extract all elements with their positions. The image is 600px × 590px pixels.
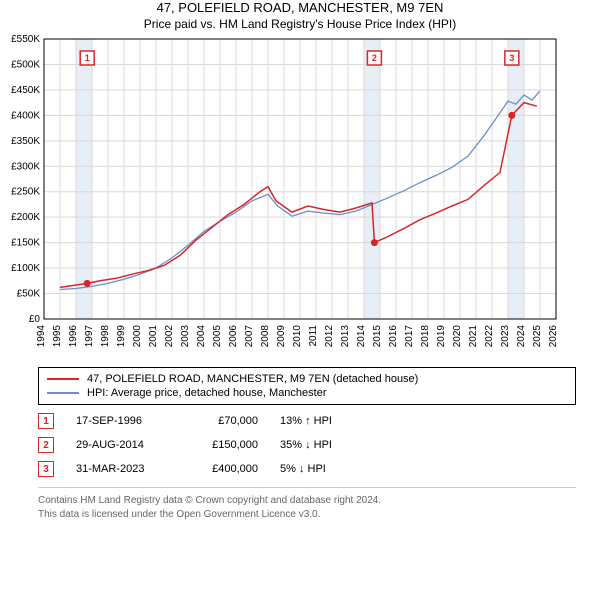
svg-text:1999: 1999 <box>116 325 127 348</box>
footnote: Contains HM Land Registry data © Crown c… <box>38 487 576 522</box>
legend-item: HPI: Average price, detached house, Manc… <box>47 386 567 400</box>
svg-text:2008: 2008 <box>260 325 271 348</box>
svg-text:£50K: £50K <box>17 289 41 300</box>
legend-label: HPI: Average price, detached house, Manc… <box>87 387 327 399</box>
svg-text:£550K: £550K <box>11 34 40 45</box>
svg-text:1: 1 <box>85 53 90 63</box>
svg-text:£200K: £200K <box>11 212 40 223</box>
svg-text:2005: 2005 <box>212 325 223 348</box>
svg-text:£350K: £350K <box>11 136 40 147</box>
svg-text:£450K: £450K <box>11 85 40 96</box>
legend-swatch <box>47 378 79 380</box>
svg-text:2011: 2011 <box>308 325 319 347</box>
transaction-badge: 3 <box>38 461 54 477</box>
svg-text:2021: 2021 <box>468 325 479 348</box>
svg-text:£400K: £400K <box>11 110 40 121</box>
svg-text:2012: 2012 <box>324 325 335 348</box>
transaction-date: 29-AUG-2014 <box>76 439 166 451</box>
svg-text:£300K: £300K <box>11 161 40 172</box>
transaction-badge: 2 <box>38 437 54 453</box>
transaction-price: £70,000 <box>188 415 258 427</box>
svg-text:2025: 2025 <box>532 325 543 348</box>
svg-text:2003: 2003 <box>180 325 191 348</box>
svg-text:2014: 2014 <box>356 325 367 348</box>
svg-text:2016: 2016 <box>388 325 399 348</box>
transaction-price: £400,000 <box>188 463 258 475</box>
legend-label: 47, POLEFIELD ROAD, MANCHESTER, M9 7EN (… <box>87 373 418 385</box>
svg-text:2013: 2013 <box>340 325 351 348</box>
transaction-row: 3 31-MAR-2023 £400,000 5% ↓ HPI <box>38 457 576 481</box>
legend: 47, POLEFIELD ROAD, MANCHESTER, M9 7EN (… <box>38 367 576 405</box>
svg-text:1994: 1994 <box>36 325 47 348</box>
svg-text:£250K: £250K <box>11 187 40 198</box>
chart-area: £0 £50K £100K £150K £200K £250K £300K £350K £400… <box>0 31 600 361</box>
svg-text:2026: 2026 <box>548 325 559 348</box>
chart-title: 47, POLEFIELD ROAD, MANCHESTER, M9 7EN <box>0 0 600 15</box>
svg-text:£150K: £150K <box>11 238 40 249</box>
svg-text:2006: 2006 <box>228 325 239 348</box>
transaction-badge: 1 <box>38 413 54 429</box>
svg-text:£0: £0 <box>29 314 41 325</box>
transaction-pct: 5% ↓ HPI <box>280 463 360 475</box>
svg-text:£500K: £500K <box>11 59 40 70</box>
transaction-date: 17-SEP-1996 <box>76 415 166 427</box>
chart-subtitle: Price paid vs. HM Land Registry's House … <box>0 17 600 31</box>
svg-text:2015: 2015 <box>372 325 383 348</box>
svg-text:2017: 2017 <box>404 325 415 348</box>
svg-text:2: 2 <box>372 53 377 63</box>
svg-text:2002: 2002 <box>164 325 175 348</box>
transaction-row: 2 29-AUG-2014 £150,000 35% ↓ HPI <box>38 433 576 457</box>
svg-text:2010: 2010 <box>292 325 303 348</box>
svg-text:3: 3 <box>509 53 514 63</box>
legend-item: 47, POLEFIELD ROAD, MANCHESTER, M9 7EN (… <box>47 372 567 386</box>
transaction-row: 1 17-SEP-1996 £70,000 13% ↑ HPI <box>38 409 576 433</box>
svg-text:2009: 2009 <box>276 325 287 348</box>
svg-text:2022: 2022 <box>484 325 495 348</box>
transaction-pct: 35% ↓ HPI <box>280 439 360 451</box>
svg-text:1997: 1997 <box>84 325 95 348</box>
transaction-pct: 13% ↑ HPI <box>280 415 360 427</box>
svg-text:2004: 2004 <box>196 325 207 348</box>
svg-text:1996: 1996 <box>68 325 79 348</box>
svg-text:1998: 1998 <box>100 325 111 348</box>
svg-text:2000: 2000 <box>132 325 143 348</box>
transaction-price: £150,000 <box>188 439 258 451</box>
legend-swatch <box>47 392 79 394</box>
line-chart: £0 £50K £100K £150K £200K £250K £300K £350K £400… <box>0 31 562 361</box>
footnote-line-1: Contains HM Land Registry data © Crown c… <box>38 495 381 506</box>
svg-text:£100K: £100K <box>11 263 40 274</box>
svg-text:2007: 2007 <box>244 325 255 348</box>
svg-text:2023: 2023 <box>500 325 511 348</box>
transaction-date: 31-MAR-2023 <box>76 463 166 475</box>
svg-text:1995: 1995 <box>52 325 63 348</box>
transactions-table: 1 17-SEP-1996 £70,000 13% ↑ HPI 2 29-AUG-2014… <box>38 409 576 481</box>
svg-text:2019: 2019 <box>436 325 447 348</box>
svg-text:2020: 2020 <box>452 325 463 348</box>
svg-text:2024: 2024 <box>516 325 527 348</box>
footnote-line-2: This data is licensed under the Open Gov… <box>38 509 320 520</box>
svg-text:2001: 2001 <box>148 325 159 348</box>
svg-text:2018: 2018 <box>420 325 431 348</box>
